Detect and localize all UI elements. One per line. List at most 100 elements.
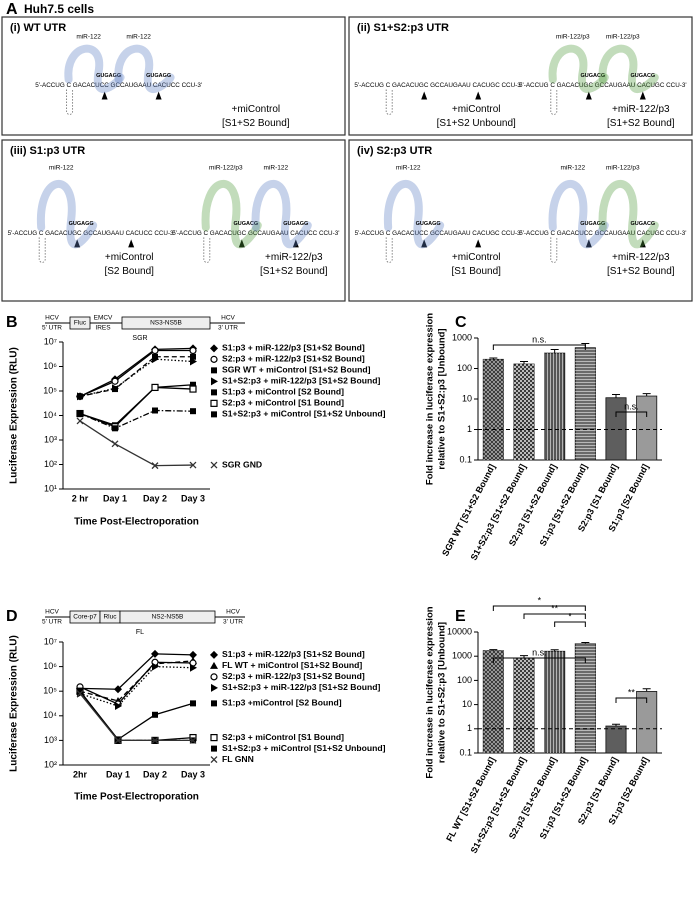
error-bar (612, 723, 620, 727)
marker (111, 377, 119, 385)
panel-box (348, 139, 693, 302)
series-label: SGR GND (222, 459, 262, 469)
x-tick-label: Day 2 (143, 493, 167, 503)
series-label: S2:p3 + miControl [S1 Bound] (222, 732, 344, 742)
y-axis-title: relative to S1+S2:p3 [Unbound] (437, 622, 448, 763)
construct-name: SGR (132, 335, 147, 342)
marker (77, 688, 83, 695)
y-tick-label: 100 (457, 363, 472, 373)
legend-marker (210, 650, 218, 659)
construct-label: Rluc (103, 614, 117, 621)
binding-state: [S1 Bound] (451, 266, 501, 277)
binding-state: [S2 Bound] (104, 266, 154, 277)
marker (152, 355, 159, 364)
legend-marker (211, 683, 218, 692)
legend-marker (210, 756, 218, 764)
marker (151, 649, 159, 658)
box-title: (iii) S1:p3 UTR (10, 145, 85, 157)
series-label: S1:p3 + miR-122/p3 [S1+S2 Bound] (222, 343, 365, 353)
mirna-label: miR-122/p3 (606, 34, 640, 41)
box-title: (ii) S1+S2:p3 UTR (357, 22, 449, 34)
series-line (79, 661, 194, 705)
arrowhead (639, 91, 646, 100)
y-axis-title: Luciferase Expression (RLU) (9, 347, 20, 484)
mirna-label: miR-122 (76, 34, 101, 41)
bar (636, 395, 658, 461)
y-tick-label: 10² (44, 459, 57, 469)
mirna-seed: GUGACG (630, 221, 655, 227)
hairpin (385, 89, 393, 115)
mirna-seed: GUGACG (580, 73, 605, 79)
marker (151, 346, 159, 355)
binding-state: [S1+S2 Bound] (607, 266, 675, 277)
arrowhead (475, 239, 482, 248)
y-tick-label: 10⁵ (43, 385, 57, 395)
panel-box (1, 16, 346, 136)
significance-label: ** (628, 687, 636, 697)
construct-label: HCV (45, 315, 59, 322)
rna-sequence: 5'-ACCUG C GACACUGC GCCAUGAAU CACUGC CCU… (354, 82, 522, 89)
y-tick-label: 10000 (447, 626, 472, 636)
rna-sequence: 5'-ACCUG C GACACUGC GCCAUGAAU CACUCC CCU… (172, 230, 339, 237)
marker (151, 736, 159, 744)
arrowhead (128, 239, 135, 248)
arrowhead (155, 91, 162, 100)
series-label: FL GNN (222, 754, 254, 764)
arrowhead (585, 239, 592, 248)
marker (189, 385, 197, 393)
box-title: (i) WT UTR (10, 22, 66, 34)
legend-marker (211, 377, 218, 386)
series-label: FL WT + miControl [S1+S2 Bound] (222, 660, 362, 670)
x-tick-label: Day 3 (181, 769, 205, 779)
arrowhead (74, 239, 81, 248)
mirna-seed: GUGAGG (416, 221, 441, 227)
mirna-shape (383, 180, 445, 249)
hairpin (385, 237, 393, 263)
series-label: S1+S2:p3 + miR-122/p3 [S1+S2 Bound] (222, 682, 380, 692)
arrowhead (585, 91, 592, 100)
series-line (79, 409, 194, 430)
rna-sequence: 5'-ACCUG C GACACUCC GCCAUGAAU CACUCC CCU… (35, 82, 202, 89)
error-bar (489, 649, 498, 651)
series-line (79, 665, 194, 707)
panel-box (1, 139, 346, 302)
marker (77, 410, 83, 417)
mirna-seed: GUGAGG (96, 73, 121, 79)
box-title: (iv) S2:p3 UTR (357, 145, 432, 157)
legend-marker (211, 700, 217, 707)
series-label: S1+S2:p3 + miR-122/p3 [S1+S2 Bound] (222, 376, 380, 386)
panel-subtitle: Huh7.5 cells (24, 2, 94, 16)
bar-pattern (544, 353, 565, 460)
x-tick-label: SGR WT [S1+S2 Bound] (440, 462, 497, 557)
significance-bracket (492, 605, 586, 611)
x-tick-label: 2 hr (72, 493, 89, 503)
marker (152, 407, 158, 414)
hairpin (38, 237, 46, 263)
series-label: SGR WT + miControl [S1+S2 Bound] (222, 365, 371, 375)
mirna-shape (36, 180, 98, 249)
series-label: S1+S2:p3 + miControl [S1+S2 Unbound] (222, 743, 386, 753)
panel-label: B (6, 314, 18, 331)
mirna-shape (64, 44, 125, 93)
binding-state: [S1+S2 Bound] (607, 118, 675, 129)
series-line (79, 693, 193, 742)
marker (77, 392, 84, 401)
y-tick-label: 1000 (452, 332, 472, 342)
significance-bracket (492, 657, 586, 663)
mirna-label: miR-122 (264, 165, 289, 172)
series-label: S1+S2:p3 + miControl [S1+S2 Unbound] (222, 409, 386, 419)
y-tick-label: 10¹ (44, 483, 57, 493)
arrowhead (292, 239, 299, 248)
mirna-label: miR-122/p3 (556, 34, 590, 41)
mirna-label: miR-122 (561, 165, 586, 172)
error-bar (612, 394, 620, 398)
significance-bracket (523, 613, 586, 619)
marker (151, 383, 159, 392)
y-axis-title: relative to S1+S2:p3 [Unbound] (437, 328, 448, 469)
treatment: +miR-122/p3 (612, 252, 670, 263)
bar-pattern (575, 643, 596, 753)
legend-marker (210, 673, 218, 681)
mirna-seed: GUGAGG (69, 221, 94, 227)
legend-marker (210, 355, 218, 363)
y-tick-label: 100 (457, 675, 472, 685)
